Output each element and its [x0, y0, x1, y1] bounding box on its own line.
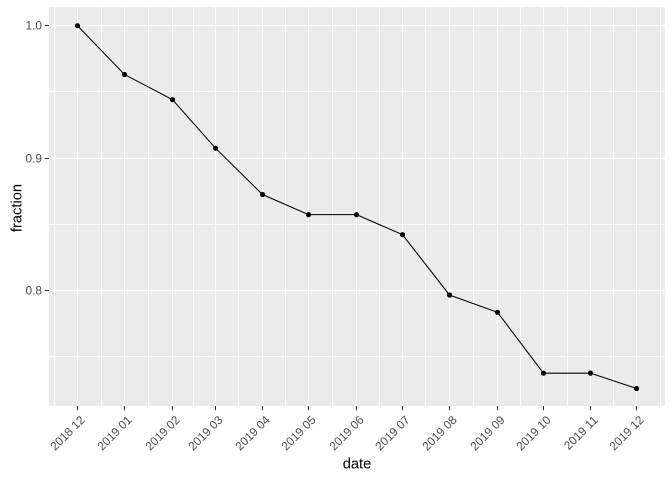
- svg-text:1.0: 1.0: [25, 19, 42, 33]
- svg-text:fraction: fraction: [10, 184, 26, 232]
- svg-text:date: date: [343, 457, 372, 473]
- svg-text:0.9: 0.9: [25, 152, 42, 166]
- svg-text:0.8: 0.8: [25, 284, 42, 298]
